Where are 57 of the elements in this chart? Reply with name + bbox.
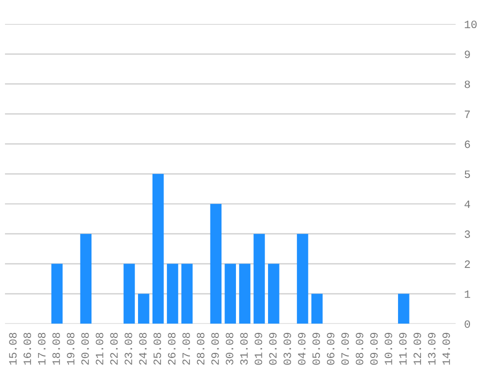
y-tick-label: 8 bbox=[464, 80, 470, 88]
x-tick-label: 22.08 bbox=[110, 332, 118, 365]
x-tick-label: 01.09 bbox=[254, 332, 262, 365]
y-tick-label: 7 bbox=[464, 110, 470, 118]
bar bbox=[254, 234, 265, 324]
x-tick-label: 21.08 bbox=[96, 332, 104, 365]
x-tick-label: 14.09 bbox=[442, 332, 450, 365]
bar bbox=[124, 264, 135, 324]
x-tick-label: 04.09 bbox=[298, 332, 306, 365]
x-tick-label: 03.09 bbox=[284, 332, 292, 365]
x-tick-label: 06.09 bbox=[326, 332, 334, 365]
bar bbox=[296, 234, 308, 324]
x-tick-label: 19.08 bbox=[66, 332, 74, 365]
x-tick-label: 05.09 bbox=[312, 332, 320, 365]
bar bbox=[152, 174, 164, 324]
bar bbox=[210, 204, 222, 324]
x-tick-label: 13.09 bbox=[428, 332, 436, 365]
x-tick-label: 10.09 bbox=[384, 332, 392, 365]
y-tick-label: 1 bbox=[464, 290, 470, 298]
x-tick-label: 27.08 bbox=[182, 332, 190, 365]
x-tick-label: 12.09 bbox=[414, 332, 422, 365]
y-tick-label: 4 bbox=[464, 200, 470, 208]
x-tick-label: 15.08 bbox=[9, 332, 17, 365]
x-tick-label: 26.08 bbox=[168, 332, 176, 365]
bar bbox=[311, 294, 323, 324]
x-tick-label: 30.08 bbox=[226, 332, 234, 365]
y-tick-label: 2 bbox=[464, 260, 470, 268]
x-tick-label: 31.08 bbox=[240, 332, 248, 365]
x-tick-label: 16.08 bbox=[24, 332, 32, 365]
x-tick-label: 09.09 bbox=[370, 332, 378, 365]
x-tick-label: 28.08 bbox=[196, 332, 204, 365]
bar bbox=[268, 264, 280, 324]
x-tick-label: 17.08 bbox=[38, 332, 46, 365]
bar bbox=[166, 264, 178, 324]
x-tick-label: 07.09 bbox=[341, 332, 349, 365]
y-tick-label: 6 bbox=[464, 140, 470, 148]
x-tick-label: 02.09 bbox=[269, 332, 277, 365]
y-tick-label: 3 bbox=[464, 230, 470, 238]
y-tick-label: 10 bbox=[464, 20, 477, 28]
bar bbox=[239, 264, 250, 324]
y-tick-label: 9 bbox=[464, 50, 470, 58]
bar bbox=[398, 294, 410, 324]
bar bbox=[138, 294, 150, 324]
x-tick-label: 18.08 bbox=[52, 332, 60, 365]
x-tick-label: 11.09 bbox=[399, 332, 407, 365]
bar bbox=[181, 264, 193, 324]
bar bbox=[80, 234, 92, 324]
x-tick-label: 29.08 bbox=[211, 332, 219, 365]
x-tick-label: 24.08 bbox=[139, 332, 147, 365]
x-tick-label: 20.08 bbox=[81, 332, 89, 365]
x-tick-label: 23.08 bbox=[124, 332, 132, 365]
y-tick-label: 5 bbox=[464, 170, 470, 178]
x-tick-label: 25.08 bbox=[154, 332, 162, 365]
y-tick-label: 0 bbox=[464, 320, 470, 328]
x-tick-label: 08.09 bbox=[356, 332, 364, 365]
bar bbox=[51, 264, 63, 324]
bar bbox=[224, 264, 236, 324]
